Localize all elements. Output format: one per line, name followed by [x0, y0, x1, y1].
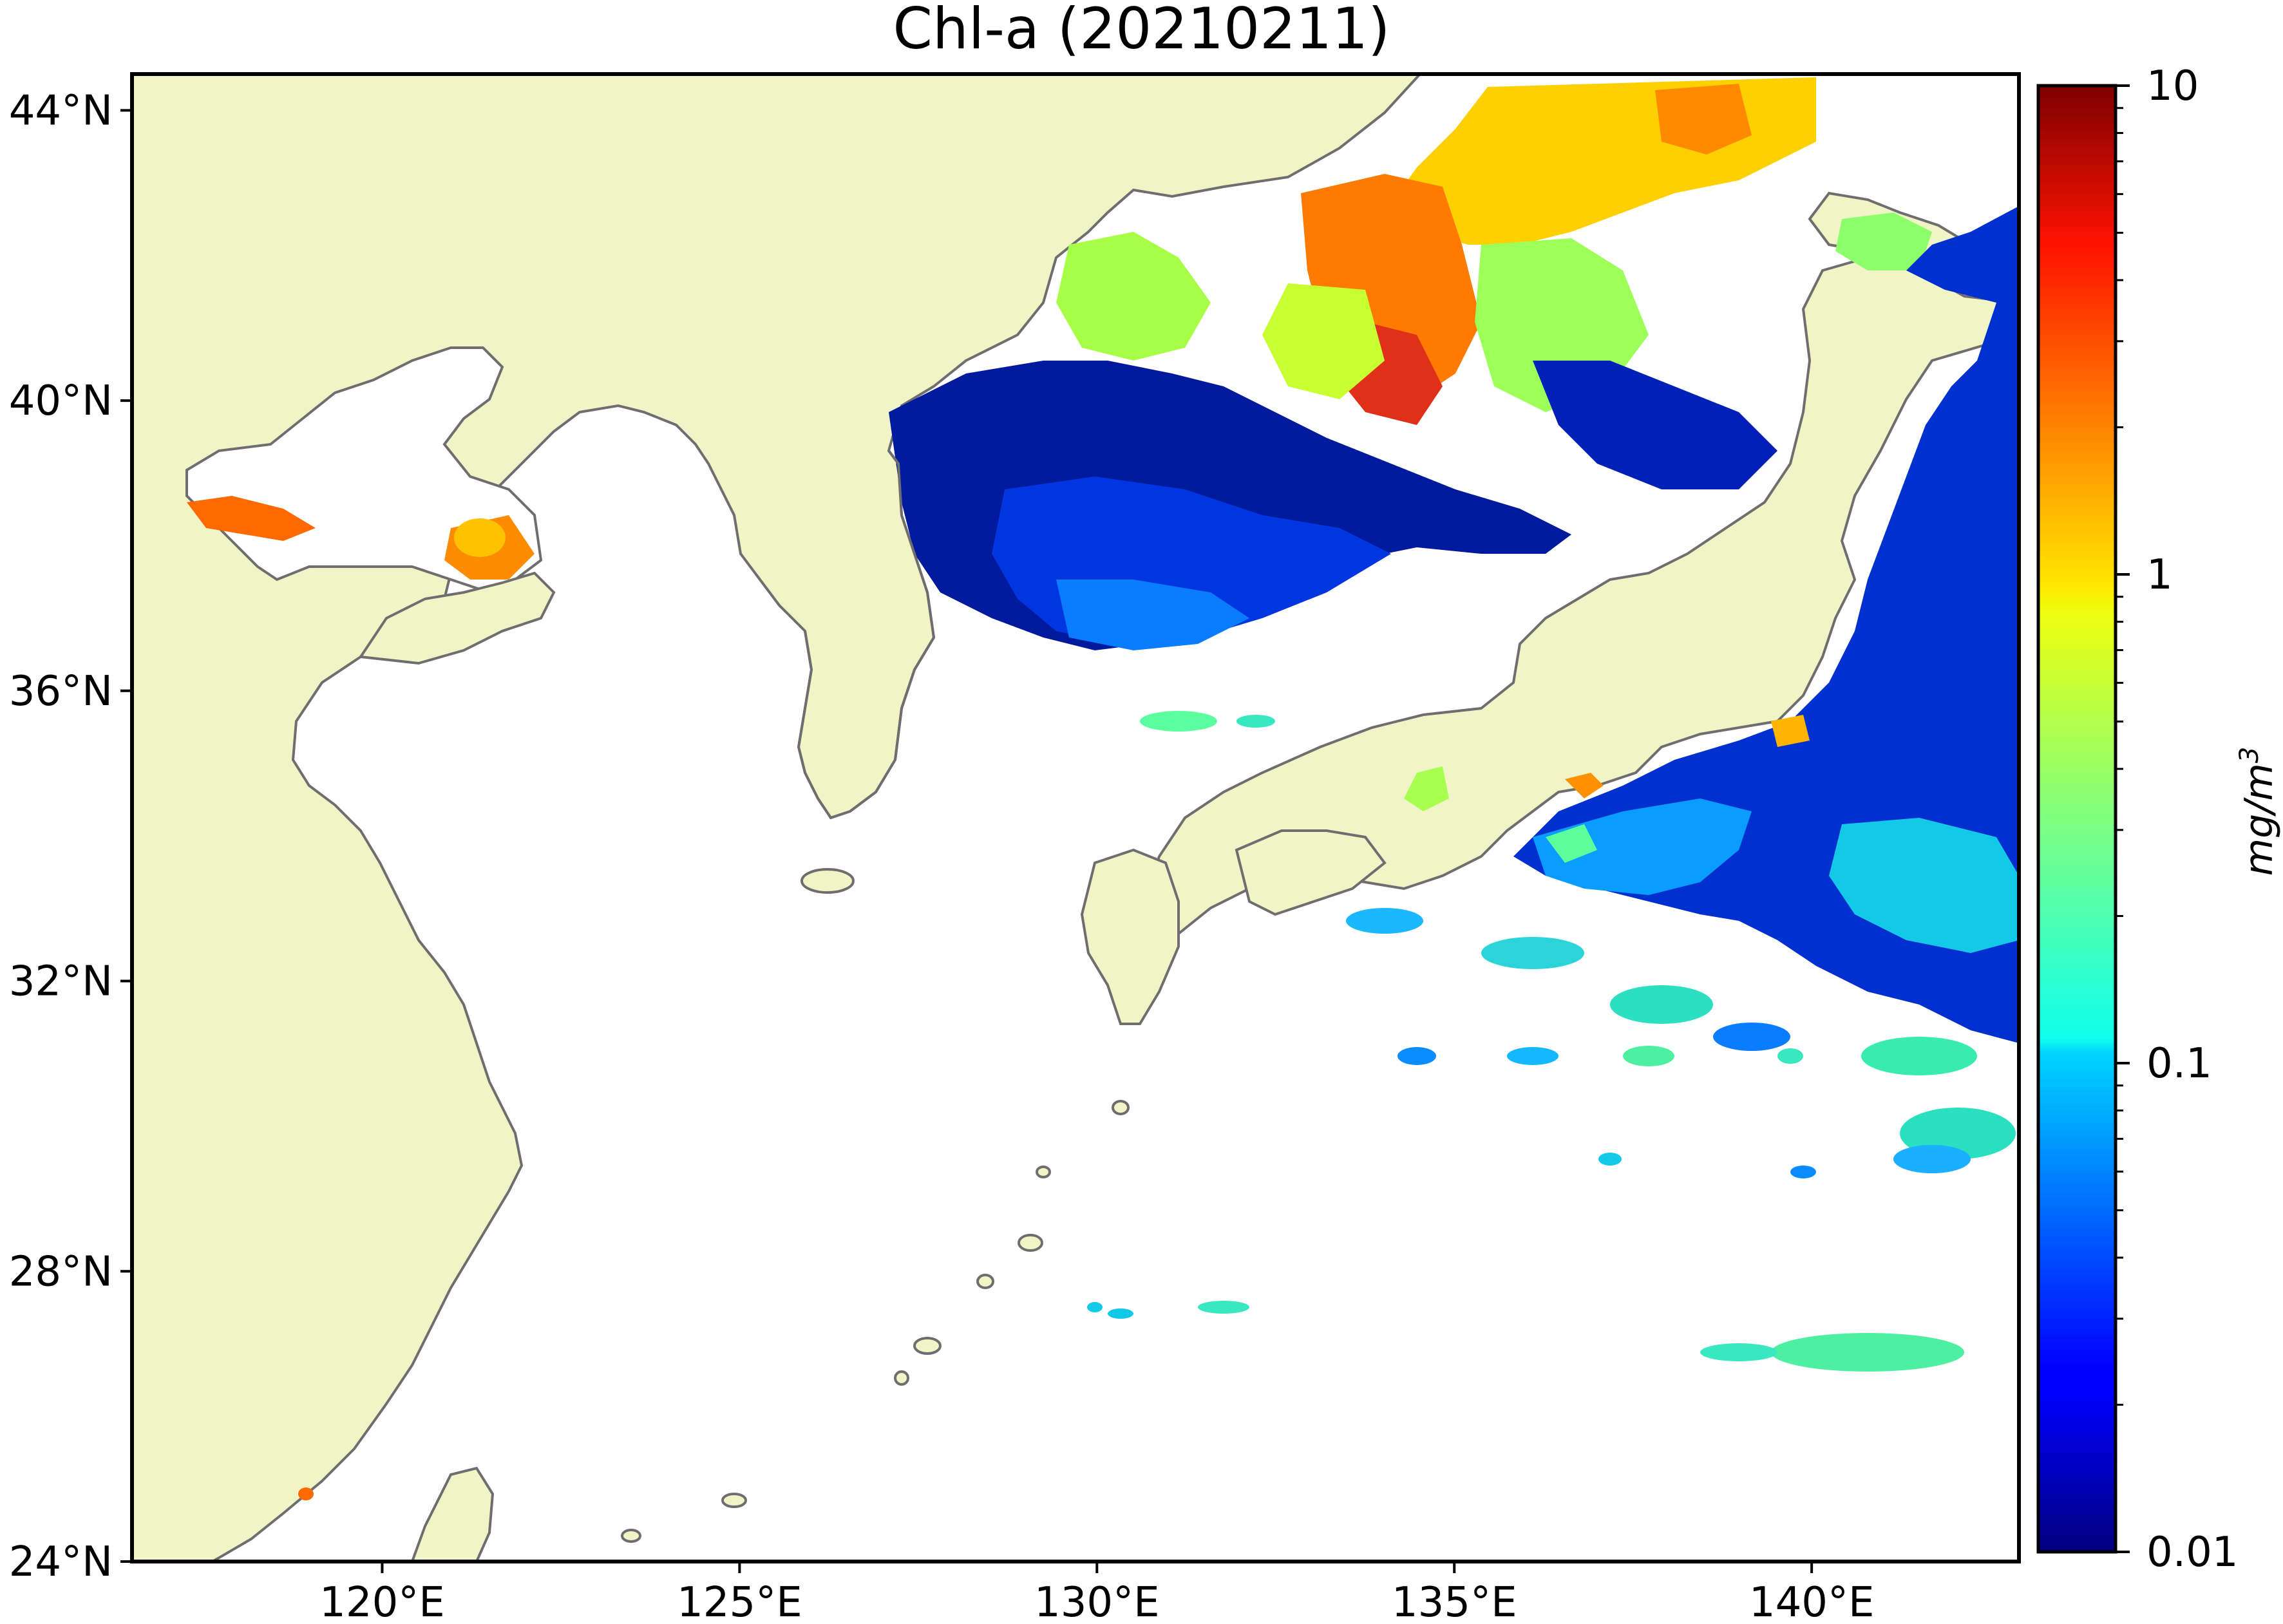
- lon-tick-label: 140°E: [1749, 1579, 1875, 1624]
- map-frame: [130, 72, 2021, 1563]
- colorbar-tick-label: 0.1: [2146, 1040, 2212, 1088]
- colorbar: [2036, 84, 2117, 1554]
- colorbar-unit-exponent: 3: [2235, 747, 2264, 763]
- lat-tick-label: 28°N: [9, 1248, 113, 1296]
- colorbar-ticks: 10 1 0.1 0.01: [2116, 62, 2239, 1576]
- colorbar-unit-text: mg/m: [2237, 763, 2282, 876]
- colorbar-tick-label: 0.01: [2146, 1529, 2239, 1576]
- colorbar-tick-label: 10: [2146, 62, 2199, 110]
- lat-tick-label: 36°N: [9, 668, 113, 715]
- jeju-island: [800, 868, 855, 894]
- lat-tick-label: 40°N: [9, 377, 113, 425]
- mainland-asia: [132, 74, 1422, 1562]
- ryukyu-islands: [621, 1100, 1130, 1543]
- japan-kyushu: [1080, 848, 1180, 1025]
- colorbar-tick-label: 1: [2146, 551, 2173, 599]
- lon-tick-label: 120°E: [319, 1579, 445, 1624]
- colorbar-unit-label: mg/m3: [2235, 747, 2282, 876]
- longitude-axis: 120°E 125°E 130°E 135°E 140°E: [319, 1562, 1874, 1624]
- map-title: Chl-a (20210211): [893, 0, 1390, 62]
- korea-coastline: [797, 449, 936, 820]
- lon-tick-label: 135°E: [1392, 1579, 1517, 1624]
- lat-tick-label: 44°N: [9, 87, 113, 135]
- lat-tick-label: 24°N: [9, 1538, 113, 1586]
- chlorophyll-data: [187, 77, 2019, 1500]
- shandong-peninsula: [358, 571, 556, 665]
- lon-tick-label: 130°E: [1034, 1579, 1160, 1624]
- taiwan-island: [410, 1466, 495, 1562]
- lat-tick-label: 32°N: [9, 958, 113, 1006]
- japan-shikoku: [1235, 829, 1387, 916]
- latitude-axis: 44°N 40°N 36°N 32°N 28°N 24°N: [9, 87, 132, 1586]
- lon-tick-label: 125°E: [677, 1579, 802, 1624]
